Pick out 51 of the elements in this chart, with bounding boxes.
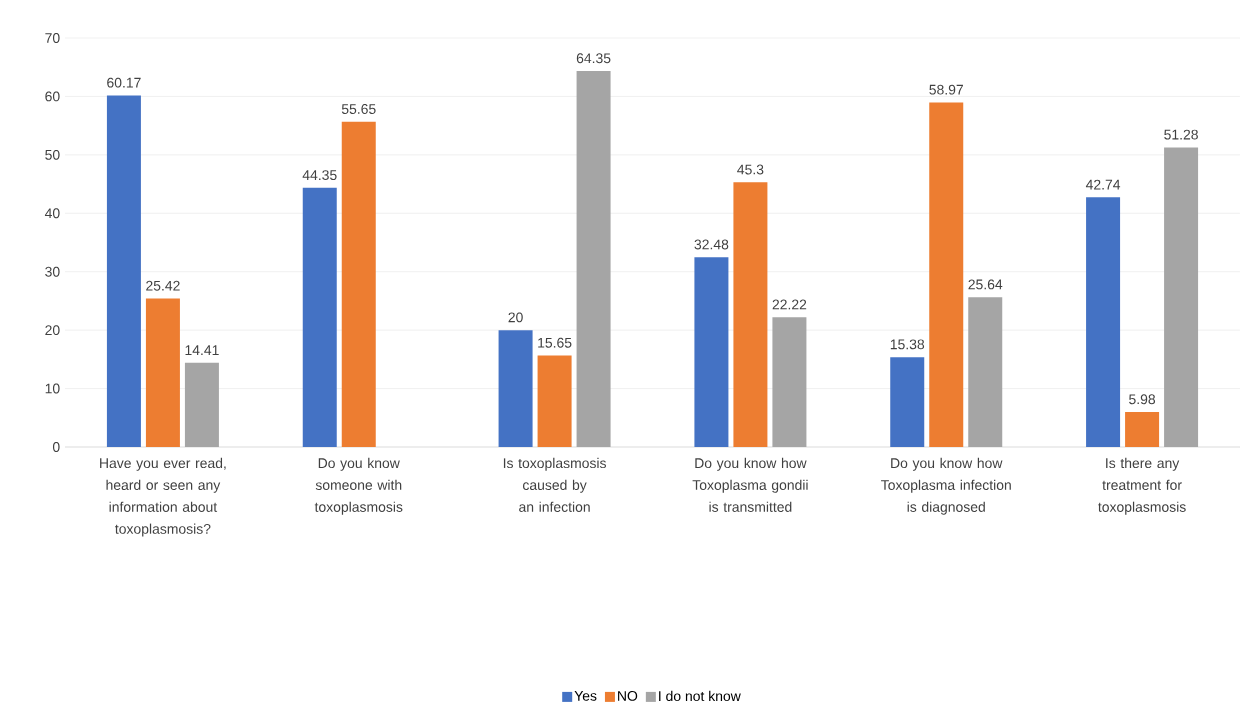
- bar: [1086, 197, 1121, 447]
- bar: [537, 355, 572, 447]
- y-tick-label: 70: [45, 33, 60, 43]
- data-label: 15.38: [890, 339, 925, 350]
- data-label: 51.28: [1164, 129, 1198, 140]
- x-tick-label: Is toxoplasmosis caused by an infection: [503, 457, 606, 512]
- y-tick-label: 30: [45, 266, 60, 277]
- data-label: 55.65: [341, 104, 376, 114]
- bar: [145, 298, 180, 447]
- x-tick-label: Do you know someone with toxoplasmosis: [314, 457, 403, 515]
- legend-label: NO: [618, 690, 638, 701]
- y-tick-label: 60: [45, 91, 60, 102]
- data-label: 25.64: [968, 279, 1003, 290]
- bar: [106, 95, 141, 447]
- data-label: 5.98: [1129, 394, 1156, 405]
- bar: [341, 121, 376, 447]
- bar: [890, 357, 925, 447]
- data-label: 45.3: [737, 164, 764, 175]
- y-tick-label: 10: [45, 383, 60, 394]
- legend-label: Yes: [574, 691, 597, 701]
- data-label: 14.41: [185, 345, 219, 355]
- data-label: 60.17: [107, 77, 141, 88]
- bar: [576, 71, 611, 447]
- y-tick-label: 50: [45, 149, 60, 160]
- bar: [302, 187, 337, 447]
- data-label: 42.74: [1085, 179, 1121, 190]
- data-label: 44.35: [302, 170, 337, 181]
- data-label: 22.22: [772, 299, 807, 310]
- bar: [498, 330, 533, 447]
- x-tick-label: Do you know how Toxoplasma gondii is transmitted: [692, 457, 808, 512]
- bar: [1125, 412, 1160, 447]
- bar: [694, 257, 729, 447]
- data-label: 15.65: [538, 337, 572, 348]
- data-label: 58.97: [929, 84, 963, 95]
- y-tick-label: 0: [52, 442, 60, 452]
- x-tick-label: Is there any treatment for toxoplasmosis: [1098, 457, 1186, 515]
- data-label: 20: [508, 312, 523, 323]
- bar: [733, 182, 768, 447]
- legend-label: I do not know: [659, 690, 741, 702]
- bar: [1164, 147, 1199, 447]
- y-tick-label: 40: [44, 208, 60, 219]
- bar: [968, 297, 1003, 447]
- x-tick-label: Do you know how Toxoplasma infection is diagnosed: [881, 457, 1011, 515]
- y-tick-label: 20: [45, 325, 60, 336]
- data-label: 25.42: [146, 280, 180, 291]
- data-label: 32.48: [694, 239, 729, 250]
- bar: [929, 102, 964, 447]
- bar: [184, 362, 219, 447]
- x-tick-label: Have you ever read, heard or seen any information about toxoplasmosis?: [100, 457, 226, 537]
- bar: [772, 317, 807, 447]
- data-label: 64.35: [576, 53, 611, 64]
